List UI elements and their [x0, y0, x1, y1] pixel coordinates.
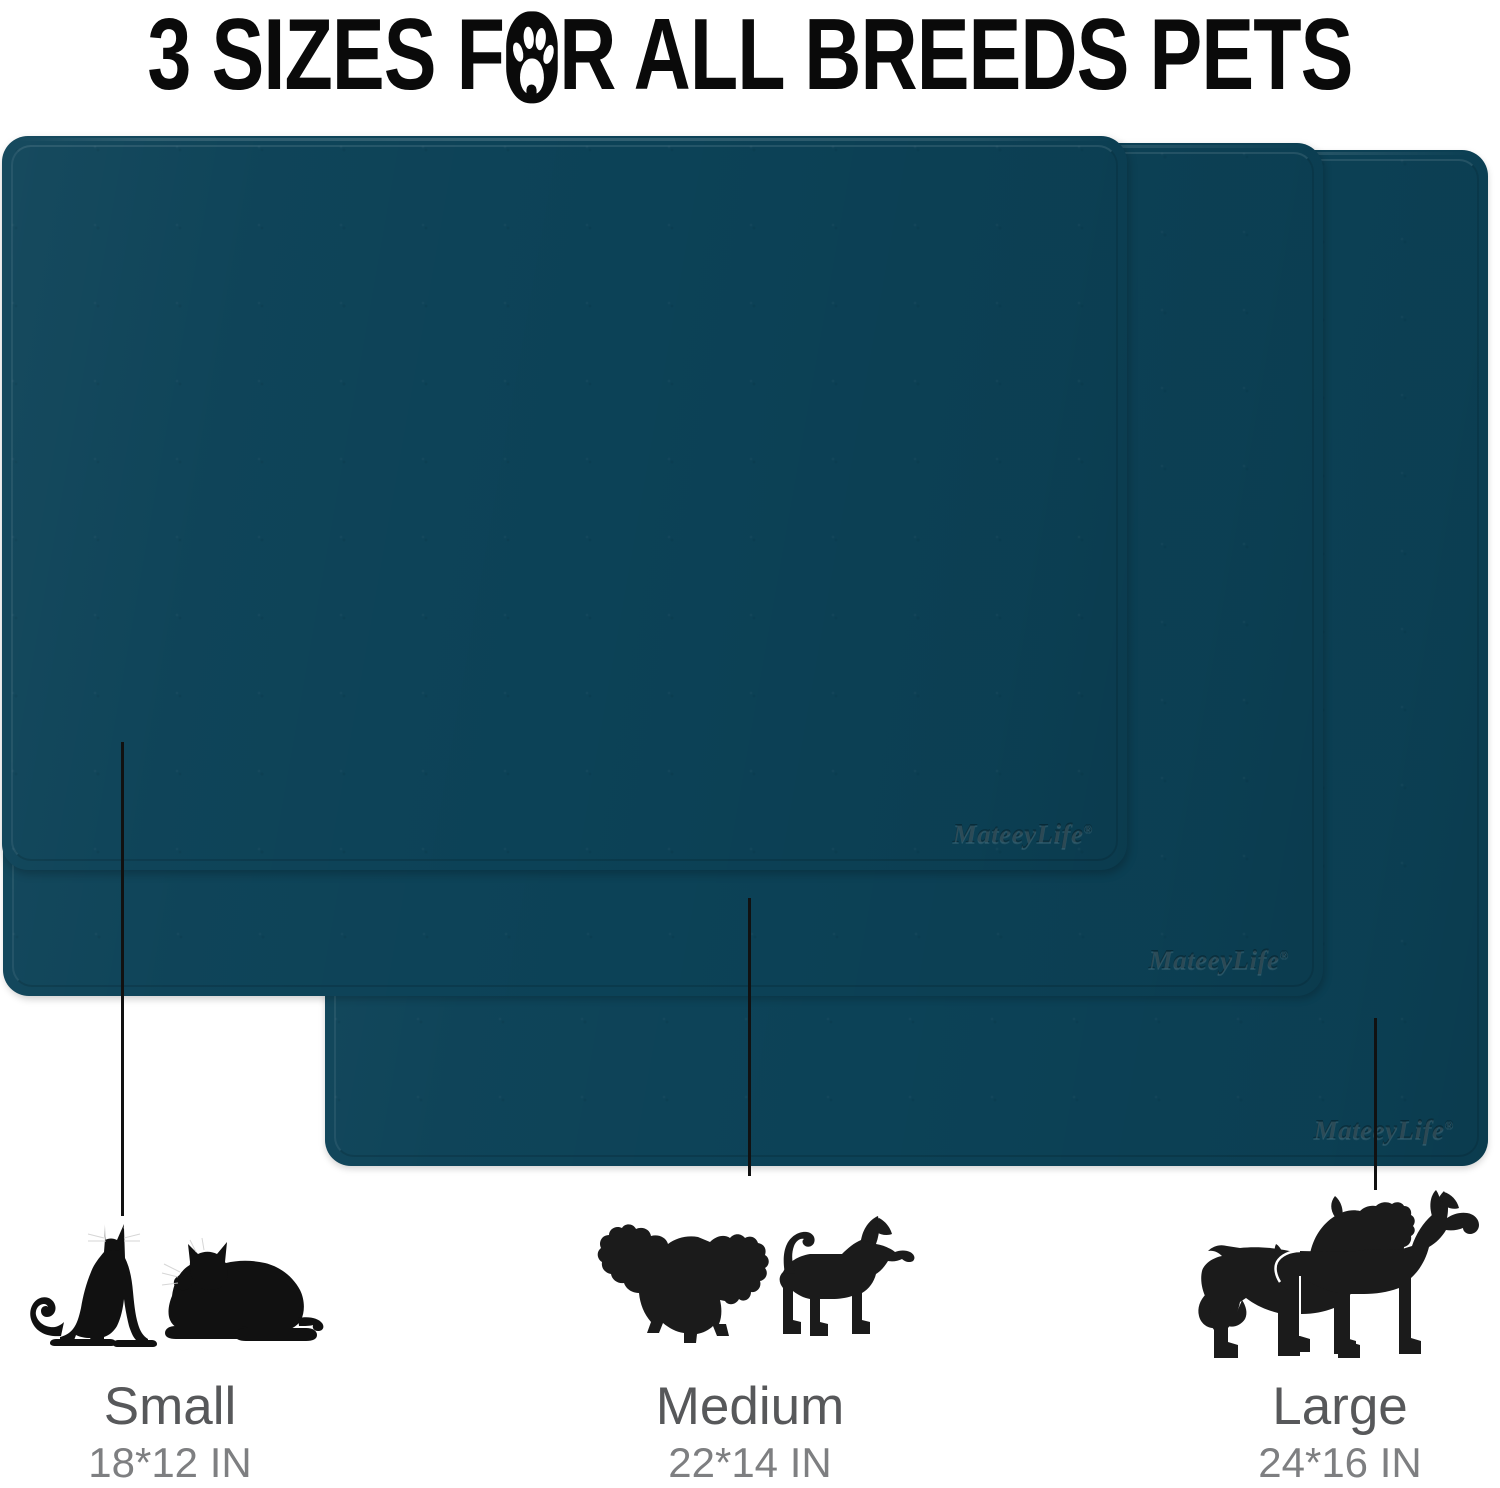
- size-label-small: Small 18*12 IN: [0, 1378, 340, 1488]
- size-dimensions-small: 18*12 IN: [88, 1439, 252, 1486]
- headline-text: 3 SIZES F R ALL BREEDS PETS: [147, 0, 1353, 112]
- headline-text-before: 3 SIZES F: [147, 0, 505, 112]
- pointer-line-small: [121, 742, 124, 1216]
- mat-small: MateeyLife®: [2, 136, 1127, 870]
- size-label-medium: Medium 22*14 IN: [580, 1378, 920, 1488]
- headline-text-after: R ALL BREEDS PETS: [559, 0, 1353, 112]
- silhouette-group-small: [0, 1200, 340, 1375]
- size-name-medium: Medium: [655, 1377, 845, 1436]
- pointer-line-large: [1374, 1018, 1377, 1190]
- silhouette-group-large: [1180, 1190, 1500, 1375]
- size-dimensions-medium: 22*14 IN: [668, 1439, 832, 1486]
- paw-print-icon: [505, 11, 558, 104]
- brand-logo-large: MateeyLife®: [1313, 1115, 1454, 1145]
- paw-main-pad: [519, 58, 544, 96]
- brand-logo-small: MateeyLife®: [952, 819, 1093, 849]
- pointer-line-medium: [748, 898, 751, 1176]
- paw-toe-2: [522, 25, 535, 50]
- mat-inner-border-small: [11, 145, 1118, 861]
- doberman-dog-silhouette: [1274, 1190, 1479, 1358]
- brand-logo-medium: MateeyLife®: [1148, 945, 1289, 975]
- size-label-large: Large 24*16 IN: [1180, 1378, 1500, 1488]
- size-name-small: Small: [103, 1377, 237, 1436]
- chihuahua-dog-silhouette: [779, 1216, 915, 1336]
- size-dimensions-large: 24*16 IN: [1258, 1439, 1422, 1486]
- mat-edge-highlight-small: [16, 138, 1113, 141]
- silhouette-group-medium: [580, 1200, 920, 1375]
- cat-lying-silhouette: [165, 1242, 324, 1341]
- cat-sitting-silhouette: [30, 1224, 157, 1347]
- size-name-large: Large: [1272, 1377, 1408, 1436]
- mat-texture-small: [10, 144, 1119, 862]
- pomeranian-dog-silhouette: [597, 1224, 769, 1343]
- paw-toe-1: [510, 40, 526, 64]
- page-title: 3 SIZES F R ALL BREEDS PETS: [0, 0, 1500, 110]
